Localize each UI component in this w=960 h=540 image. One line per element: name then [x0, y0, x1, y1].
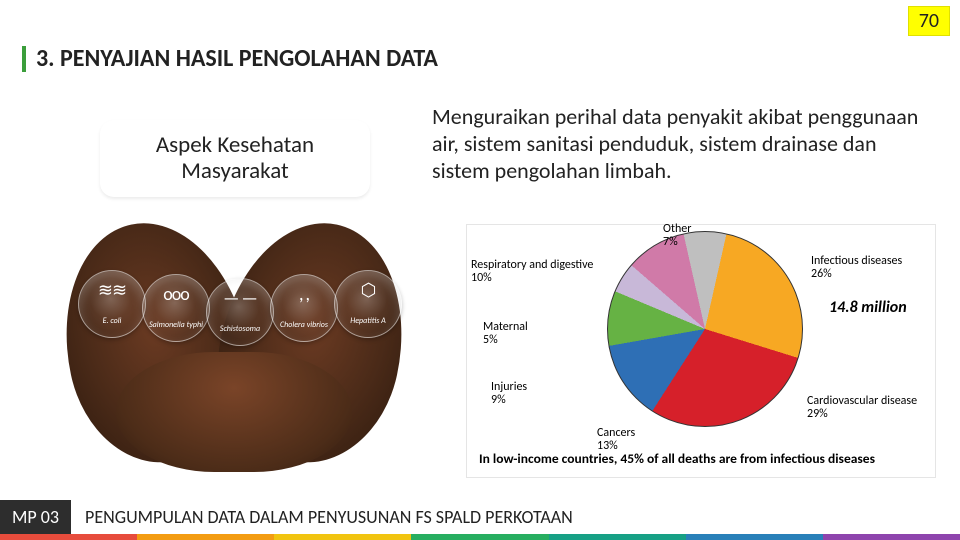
stripe-segment [686, 534, 823, 540]
microbe-icon: ooo [143, 285, 209, 303]
stripe-segment [137, 534, 274, 540]
pie-slice-label: Respiratory and digestive10% [471, 259, 593, 285]
microbe-label: Schistosoma [220, 324, 260, 334]
microbe-label: E. coli [103, 316, 122, 326]
heading-text: 3. PENYAJIAN HASIL PENGOLAHAN DATA [36, 44, 438, 73]
microbe-icon: , , [271, 285, 337, 303]
microbe-bubble: — — Schistosoma [206, 278, 274, 346]
microbe-label: Cholera vibrios [280, 320, 328, 330]
microbe-bubble: ≋≋ E. coli [78, 270, 146, 338]
footer: MP 03 PENGUMPULAN DATA DALAM PENYUSUNAN … [0, 500, 960, 534]
microbe-icon: — — [207, 289, 273, 307]
stripe-segment [411, 534, 548, 540]
pie-chart-panel: Infectious diseases26% Cardiovascular dis… [466, 224, 936, 478]
badge-line-1: Aspek Kesehatan [118, 132, 352, 158]
module-code: MP 03 [0, 500, 71, 534]
microbe-icon: ≋≋ [79, 281, 145, 299]
microbe-bubble: ⬡ Hepatitis A [334, 270, 402, 338]
hand-cup [116, 352, 352, 472]
pie-slice-label: Injuries9% [491, 381, 527, 407]
stripe-segment [823, 534, 960, 540]
pie-slice-label: Cardiovascular disease29% [807, 395, 917, 421]
hands-illustration: ≋≋ E. coli ooo Salmonella typhi — — Schisto… [46, 162, 424, 492]
pie-annotation: 14.8 million [829, 299, 907, 317]
page-number: 70 [908, 6, 950, 36]
microbe-label: Salmonella typhi [149, 320, 203, 330]
pie-slice-label: Other7% [663, 223, 691, 249]
slide: 70 3. PENYAJIAN HASIL PENGOLAHAN DATA As… [0, 0, 960, 540]
stripe-segment [0, 534, 137, 540]
pie-slice-label: Infectious diseases26% [811, 255, 902, 281]
pie-chart [607, 231, 803, 427]
description-text: Menguraikan perihal data penyakit akibat… [432, 104, 937, 184]
section-heading: 3. PENYAJIAN HASIL PENGOLAHAN DATA [22, 44, 438, 73]
footer-stripe [0, 534, 960, 540]
microbe-label: Hepatitis A [350, 316, 386, 326]
pie-disc [607, 231, 803, 427]
stripe-segment [274, 534, 411, 540]
footer-title: PENGUMPULAN DATA DALAM PENYUSUNAN FS SPA… [85, 506, 573, 528]
stripe-segment [549, 534, 686, 540]
microbe-bubble: , , Cholera vibrios [270, 274, 338, 342]
microbe-bubble: ooo Salmonella typhi [142, 274, 210, 342]
chart-caption: In low-income countries, 45% of all deat… [479, 450, 923, 467]
microbe-icon: ⬡ [335, 281, 401, 299]
pie-slice-label: Maternal5% [483, 321, 528, 347]
heading-accent-bar [22, 46, 26, 72]
